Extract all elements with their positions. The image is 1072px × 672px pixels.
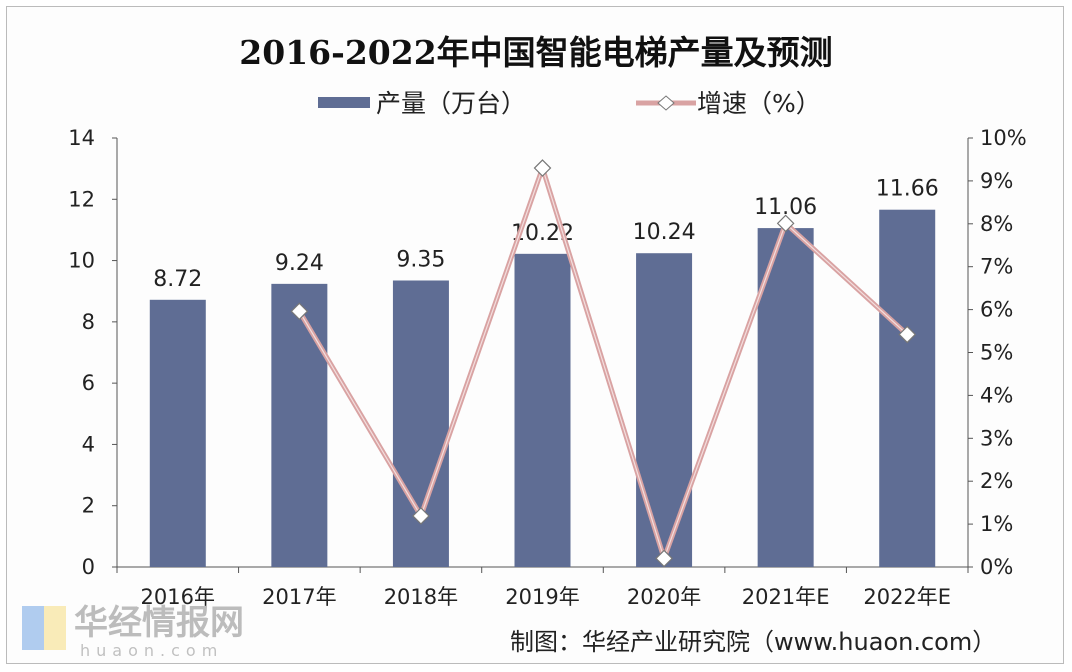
- x-tick-label: 2020年: [627, 585, 701, 609]
- watermark-logo-blue: [22, 606, 44, 650]
- x-tick-label: 2017年: [262, 585, 336, 609]
- right-tick-label: 10%: [980, 126, 1027, 150]
- bar: [636, 253, 693, 567]
- left-tick-label: 4: [82, 432, 95, 456]
- right-tick-label: 1%: [980, 512, 1013, 536]
- left-tick-label: 12: [68, 187, 95, 211]
- right-tick-label: 4%: [980, 383, 1013, 407]
- bar-data-label: 8.72: [153, 267, 202, 292]
- left-tick-label: 8: [82, 310, 95, 334]
- growth-marker: [898, 325, 917, 344]
- x-tick-label: 2018年: [384, 585, 458, 609]
- bar: [879, 209, 936, 567]
- left-tick-label: 14: [68, 126, 95, 150]
- watermark-sub: huaon.com: [80, 641, 223, 660]
- bar: [271, 283, 328, 567]
- growth-marker: [776, 214, 795, 233]
- bar-data-label: 9.24: [275, 251, 324, 276]
- bar: [514, 253, 571, 567]
- right-tick-label: 5%: [980, 341, 1013, 365]
- growth-marker: [412, 507, 430, 525]
- watermark-text: 华经情报网: [74, 603, 244, 643]
- legend-line-marker: [657, 95, 675, 111]
- chart-title: 2016-2022年中国智能电梯产量及预测: [239, 33, 833, 72]
- right-tick-label: 3%: [980, 426, 1013, 450]
- right-tick-label: 8%: [980, 212, 1013, 236]
- x-tick-label: 2022年E: [863, 585, 951, 609]
- legend-bar-label: 产量（万台）: [376, 89, 526, 118]
- bar-data-label: 11.66: [876, 177, 939, 202]
- right-tick-label: 6%: [980, 298, 1013, 322]
- legend-line-label: 增速（%）: [697, 89, 821, 118]
- legend-bar-swatch: [318, 97, 370, 108]
- left-tick-label: 10: [68, 249, 95, 273]
- growth-marker: [533, 159, 552, 177]
- bar: [757, 228, 814, 567]
- bar-data-label: 9.35: [396, 247, 445, 272]
- x-tick-label: 2019年: [505, 585, 579, 609]
- left-tick-label: 0: [82, 555, 95, 579]
- left-tick-label: 6: [82, 371, 95, 395]
- x-tick-label: 2021年E: [742, 585, 830, 609]
- source-note: 制图：华经产业研究院（www.huaon.com）: [510, 628, 997, 656]
- growth-marker: [655, 549, 673, 568]
- x-tick-label: 2016年: [141, 585, 215, 609]
- left-tick-label: 2: [82, 494, 95, 518]
- right-tick-label: 9%: [980, 169, 1013, 193]
- bar: [149, 299, 206, 567]
- growth-line-highlight: [298, 166, 908, 561]
- bar-data-label: 10.24: [633, 220, 696, 245]
- growth-marker: [290, 302, 309, 321]
- watermark-logo-yellow: [44, 606, 66, 650]
- right-tick-label: 0%: [980, 555, 1013, 579]
- right-tick-label: 7%: [980, 255, 1013, 279]
- right-tick-label: 2%: [980, 469, 1013, 493]
